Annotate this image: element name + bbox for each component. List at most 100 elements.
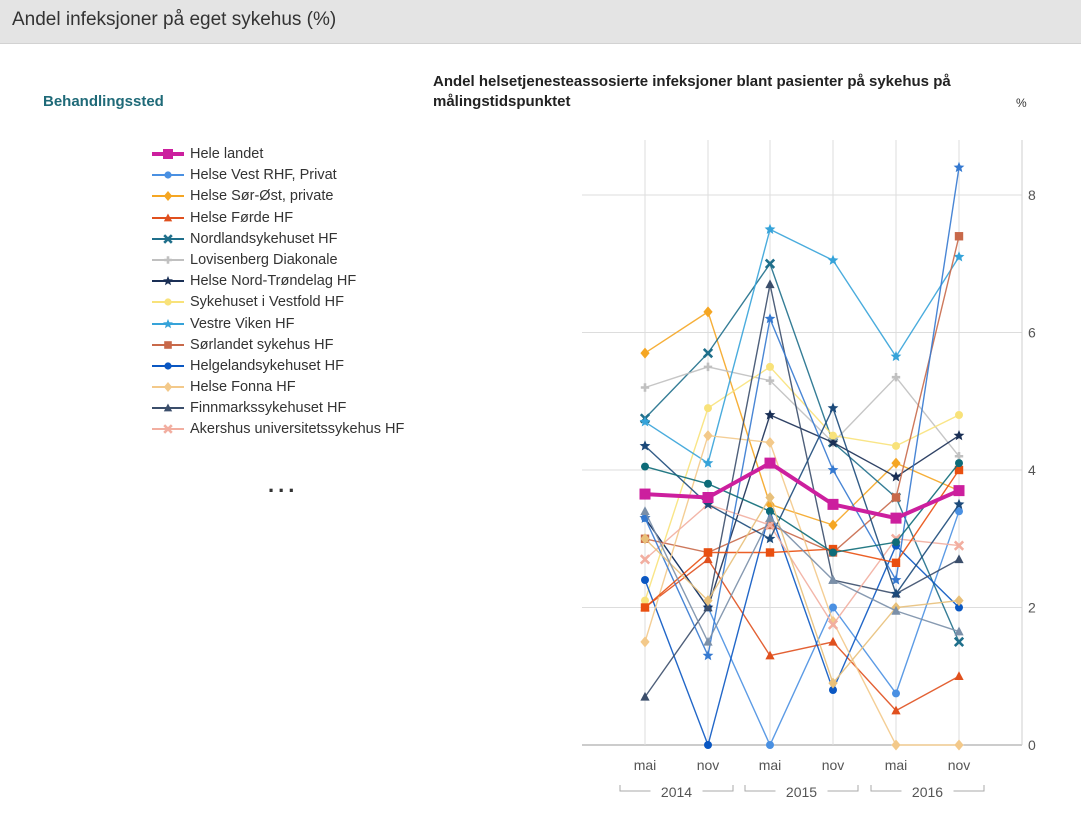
data-point[interactable] — [703, 306, 713, 318]
data-point[interactable] — [641, 462, 649, 471]
data-point[interactable] — [703, 602, 713, 612]
data-point[interactable] — [955, 507, 963, 516]
data-point[interactable] — [829, 548, 837, 557]
data-point[interactable] — [890, 588, 902, 599]
data-point[interactable] — [954, 626, 964, 636]
data-point[interactable] — [892, 441, 900, 450]
series-sykehus-16[interactable] — [639, 402, 965, 599]
data-point[interactable] — [828, 636, 838, 646]
data-point[interactable] — [702, 348, 714, 359]
data-point[interactable] — [827, 402, 839, 413]
data-point[interactable] — [764, 258, 776, 269]
data-point[interactable] — [891, 705, 901, 715]
data-point[interactable] — [953, 540, 965, 551]
series-line[interactable] — [644, 167, 960, 658]
data-point[interactable] — [953, 498, 965, 509]
legend-item[interactable]: Sykehuset i Vestfold HF — [150, 293, 420, 314]
series-line[interactable] — [644, 310, 960, 526]
legend-item[interactable]: Helse Førde HF — [150, 209, 420, 230]
legend-more-indicator[interactable]: ... — [268, 472, 299, 497]
series-line[interactable] — [644, 511, 960, 747]
data-point[interactable] — [703, 548, 713, 557]
data-point[interactable] — [955, 603, 963, 612]
data-point[interactable] — [703, 430, 713, 442]
data-point[interactable] — [827, 619, 839, 630]
series-lovisenberg-diakonale[interactable] — [640, 362, 964, 461]
series-line[interactable] — [644, 365, 960, 601]
data-point[interactable] — [953, 636, 965, 647]
data-point[interactable] — [704, 479, 712, 488]
data-point[interactable] — [891, 457, 901, 469]
data-point[interactable] — [890, 471, 902, 482]
data-point[interactable] — [702, 457, 714, 468]
series-sykehus-15[interactable] — [639, 161, 965, 661]
data-point[interactable] — [766, 362, 774, 371]
data-point[interactable] — [890, 512, 902, 524]
data-point[interactable] — [890, 574, 902, 585]
legend-item[interactable]: Finnmarkssykehuset HF — [150, 399, 420, 420]
data-point[interactable] — [640, 383, 650, 392]
data-point[interactable] — [829, 431, 837, 440]
data-point[interactable] — [703, 554, 713, 564]
series-line[interactable] — [644, 495, 960, 685]
data-point[interactable] — [954, 232, 964, 241]
legend-item[interactable]: Akershus universitetssykehus HF — [150, 420, 420, 460]
data-point[interactable] — [703, 595, 713, 607]
data-point[interactable] — [702, 492, 714, 503]
data-point[interactable] — [766, 507, 774, 516]
data-point[interactable] — [828, 574, 838, 584]
legend-item[interactable]: Helse Fonna HF — [150, 378, 420, 399]
data-point[interactable] — [827, 464, 839, 475]
legend-item[interactable]: Helse Nord-Trøndelag HF — [150, 272, 420, 293]
data-point[interactable] — [891, 558, 901, 568]
data-point[interactable] — [891, 739, 901, 751]
data-point[interactable] — [765, 513, 775, 522]
data-point[interactable] — [640, 603, 650, 612]
series-line[interactable] — [644, 558, 960, 712]
data-point[interactable] — [954, 554, 964, 564]
data-point[interactable] — [892, 538, 900, 547]
data-point[interactable] — [639, 554, 651, 565]
data-point[interactable] — [765, 437, 775, 448]
data-point[interactable] — [954, 595, 964, 607]
series-line[interactable] — [644, 460, 960, 521]
data-point[interactable] — [639, 416, 651, 427]
data-point[interactable] — [828, 519, 838, 531]
series-line[interactable] — [644, 228, 960, 465]
data-point[interactable] — [702, 498, 714, 509]
data-point[interactable] — [764, 223, 776, 234]
data-point[interactable] — [766, 741, 774, 749]
data-point[interactable] — [829, 686, 837, 694]
legend-item[interactable]: Sørlandet sykehus HF — [150, 336, 420, 357]
series-hele-landet[interactable] — [639, 457, 965, 524]
data-point[interactable] — [641, 576, 649, 584]
data-point[interactable] — [641, 596, 649, 605]
data-point[interactable] — [640, 347, 650, 359]
data-point[interactable] — [954, 452, 964, 461]
data-point[interactable] — [891, 372, 901, 382]
series-helse-vest-rhf-privat[interactable] — [641, 507, 963, 749]
data-point[interactable] — [703, 636, 713, 646]
data-point[interactable] — [954, 739, 964, 751]
data-point[interactable] — [704, 404, 712, 413]
data-point[interactable] — [765, 279, 775, 289]
data-point[interactable] — [765, 492, 775, 503]
legend-item[interactable]: Vestre Viken HF — [150, 315, 420, 336]
data-point[interactable] — [764, 457, 776, 469]
data-point[interactable] — [764, 313, 776, 324]
data-point[interactable] — [953, 161, 965, 173]
series-line[interactable] — [644, 503, 960, 626]
data-point[interactable] — [891, 605, 901, 615]
data-point[interactable] — [828, 677, 838, 689]
data-point[interactable] — [953, 485, 965, 497]
data-point[interactable] — [953, 430, 965, 441]
data-point[interactable] — [765, 650, 775, 660]
data-point[interactable] — [640, 506, 650, 516]
legend-item[interactable]: Helse Sør-Øst, private — [150, 187, 420, 208]
series-line[interactable] — [644, 508, 960, 748]
data-point[interactable] — [639, 488, 651, 500]
data-point[interactable] — [891, 493, 901, 502]
series-sykehus-19[interactable] — [640, 492, 964, 689]
data-point[interactable] — [640, 533, 650, 545]
data-point[interactable] — [640, 691, 650, 701]
